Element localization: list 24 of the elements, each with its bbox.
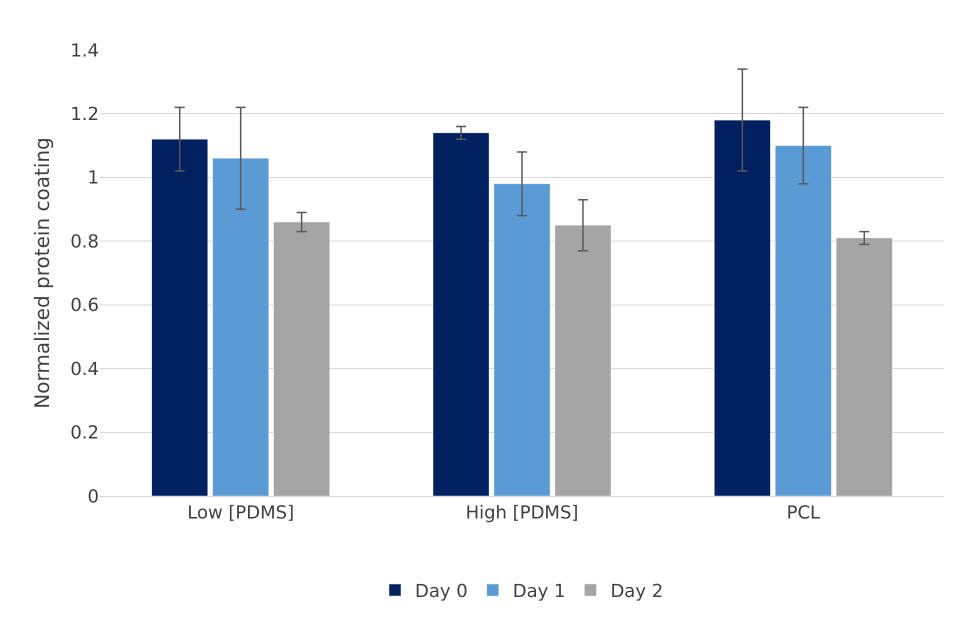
legend-label: Day 1 [512,581,566,602]
legend-label: Day 0 [415,581,468,602]
bar [714,120,771,496]
bar [775,145,832,496]
y-tick-label: 0.2 [70,422,99,444]
x-tick-label: PCL [786,502,820,524]
y-tick-label: 0.6 [70,295,99,316]
bar [212,158,269,496]
y-axis-title: Normalized protein coating [30,137,54,409]
bar [494,184,550,496]
bar [554,224,612,496]
bar [836,238,893,496]
bar [273,222,330,496]
bar [432,132,490,496]
y-tick-label: 0.4 [70,358,99,380]
x-tick-label: High [PDMS] [466,502,578,524]
x-tick-label: Low [PDMS] [187,502,294,524]
y-tick-label: 1 [88,168,99,189]
y-tick-label: 1.4 [70,40,99,62]
bar [151,138,208,496]
y-tick-label: 0 [88,486,99,508]
y-tick-label: 1.2 [70,104,99,126]
legend-label: Day 2 [610,581,664,602]
y-tick-label: 0.8 [70,231,99,252]
